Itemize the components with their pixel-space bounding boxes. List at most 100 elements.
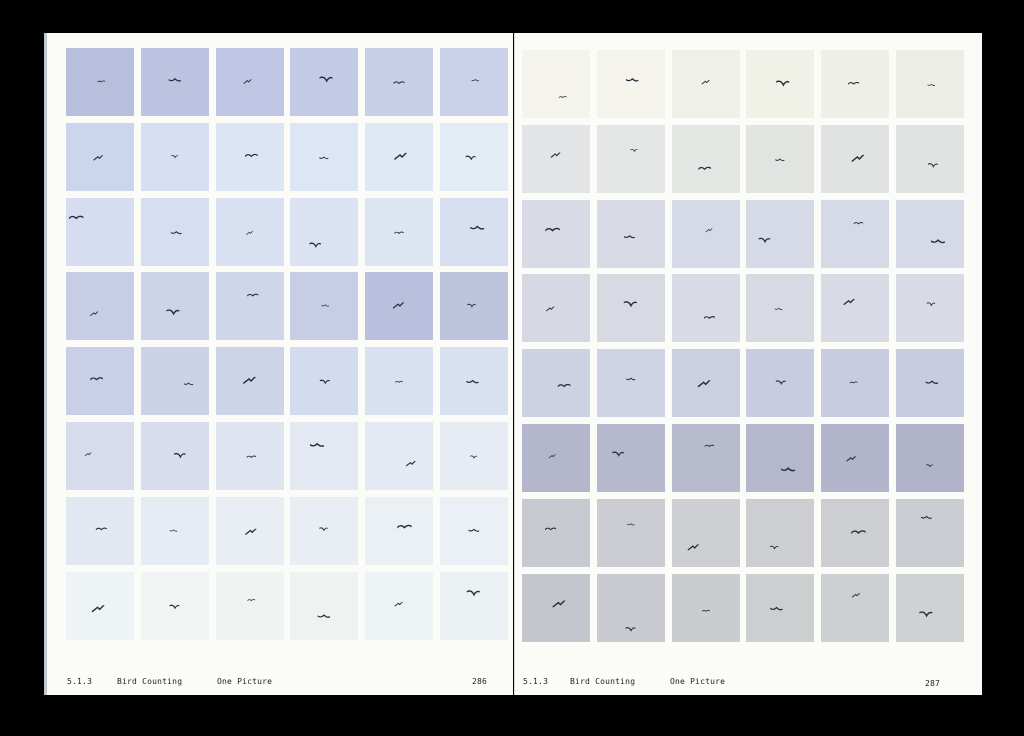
sky-photo	[365, 198, 433, 266]
sky-photo	[522, 125, 590, 193]
page-number: 286	[472, 677, 488, 686]
bird-icon	[624, 235, 635, 239]
bird-icon	[319, 379, 330, 385]
left-page: 5.1.3 Bird Counting One Picture 286	[44, 33, 513, 695]
bird-icon	[853, 221, 864, 225]
sky-photo	[66, 123, 134, 191]
sky-photo	[141, 347, 209, 415]
bird-icon	[770, 606, 783, 611]
sky-photo	[896, 424, 964, 492]
bird-icon	[701, 79, 710, 85]
sky-photo	[896, 50, 964, 118]
bird-icon	[470, 455, 478, 459]
sky-photo	[597, 50, 665, 118]
sky-photo	[216, 572, 284, 640]
bird-icon	[68, 215, 84, 220]
sky-photo	[365, 422, 433, 490]
sky-photo	[66, 198, 134, 266]
bird-icon	[927, 83, 936, 86]
bird-icon	[921, 515, 932, 519]
bird-icon	[309, 442, 325, 447]
bird-icon	[397, 524, 412, 529]
sky-photo	[290, 422, 358, 490]
bird-icon	[625, 77, 639, 82]
bird-icon	[84, 452, 92, 457]
bird-icon	[558, 96, 567, 99]
sky-photo	[746, 349, 814, 417]
bird-icon	[552, 600, 566, 608]
bird-icon	[393, 81, 405, 85]
sky-photo	[440, 198, 508, 266]
bird-icon	[687, 544, 699, 551]
sky-photo	[66, 48, 134, 116]
bird-icon	[849, 381, 858, 384]
bird-icon	[758, 237, 771, 244]
sky-photo	[597, 424, 665, 492]
sky-photo	[290, 272, 358, 340]
sky-photo	[597, 125, 665, 193]
bird-icon	[780, 467, 796, 472]
bird-icon	[927, 163, 938, 168]
sky-photo	[216, 422, 284, 490]
sky-photo	[141, 123, 209, 191]
section-title: Bird Counting	[117, 677, 183, 686]
section-number: 5.1.3	[67, 677, 93, 686]
sky-photo	[896, 349, 964, 417]
bird-icon	[623, 301, 637, 308]
sky-photo	[440, 123, 508, 191]
sky-photo	[821, 50, 889, 118]
sky-photo	[597, 499, 665, 567]
bird-icon	[394, 231, 404, 235]
bird-icon	[775, 158, 785, 162]
sky-photo	[365, 48, 433, 116]
bird-icon	[702, 609, 710, 612]
bird-icon	[774, 307, 783, 310]
bird-icon	[245, 528, 257, 535]
bird-icon	[319, 527, 328, 532]
sky-photo	[672, 424, 740, 492]
sky-photo	[141, 272, 209, 340]
sky-photo	[522, 200, 590, 268]
sky-photo	[746, 274, 814, 342]
bird-icon	[851, 154, 865, 162]
bird-icon	[625, 627, 636, 632]
sky-photo	[440, 347, 508, 415]
sky-photo	[290, 123, 358, 191]
bird-icon	[169, 604, 180, 610]
bird-icon	[466, 379, 479, 384]
sky-photo	[522, 50, 590, 118]
bird-icon	[775, 380, 786, 386]
bird-icon	[848, 81, 860, 85]
bird-icon	[697, 380, 711, 388]
bird-icon	[776, 80, 790, 87]
sky-photo	[365, 572, 433, 640]
bird-icon	[546, 306, 555, 312]
sky-photo	[746, 50, 814, 118]
right-page: 5.1.3 Bird Counting One Picture 287	[514, 33, 982, 695]
bird-icon	[168, 77, 182, 82]
bird-icon	[465, 155, 476, 161]
sky-photo	[365, 123, 433, 191]
bird-icon	[705, 228, 713, 233]
sky-photo	[522, 274, 590, 342]
sky-photo	[290, 497, 358, 565]
sky-photo	[290, 198, 358, 266]
bird-icon	[97, 80, 106, 83]
sky-photo	[746, 424, 814, 492]
sky-photo	[141, 198, 209, 266]
bird-icon	[392, 302, 405, 309]
bird-icon	[166, 309, 180, 316]
sky-photo	[746, 499, 814, 567]
sky-photo	[66, 272, 134, 340]
bird-icon	[698, 166, 712, 171]
bird-icon	[468, 528, 480, 532]
bird-icon	[93, 155, 104, 161]
sky-photo	[216, 48, 284, 116]
bird-icon	[548, 454, 556, 459]
bird-icon	[183, 382, 194, 386]
sky-photo	[290, 572, 358, 640]
bird-icon	[244, 153, 258, 158]
sky-photo	[896, 499, 964, 567]
sky-photo	[522, 574, 590, 642]
bird-icon	[246, 455, 257, 459]
